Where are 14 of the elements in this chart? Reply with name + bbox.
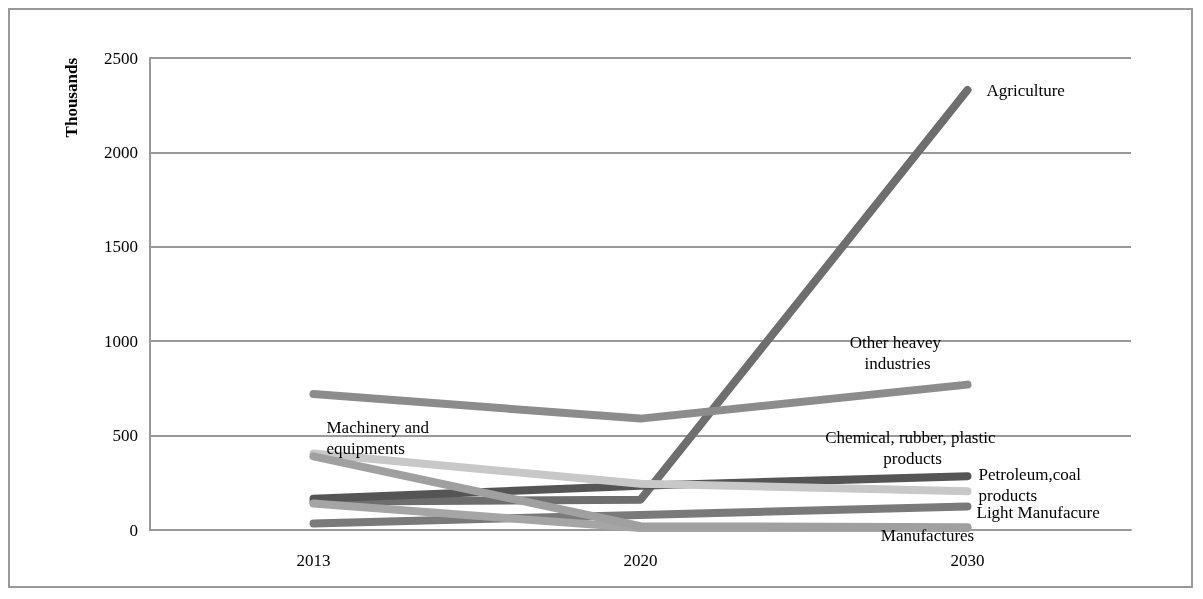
y-axis-title: Thousands xyxy=(62,57,81,138)
series-label: Agriculture xyxy=(986,80,1065,100)
series-label: Manufactures xyxy=(880,526,975,546)
y-tick-label: 500 xyxy=(112,426,138,446)
y-tick-label: 2000 xyxy=(104,142,138,162)
x-tick-label: 2020 xyxy=(623,551,658,570)
x-tick-label: 2013 xyxy=(296,551,331,570)
x-tick-label: 2030 xyxy=(950,551,985,570)
y-tick-label: 2500 xyxy=(104,48,138,68)
y-tick-label: 1500 xyxy=(104,237,138,257)
series-label: Machinery and equipments xyxy=(326,418,434,459)
y-tick-label: 1000 xyxy=(104,331,138,351)
y-tick-label: 0 xyxy=(129,520,138,540)
series-label: Other heavey industries xyxy=(849,332,946,373)
